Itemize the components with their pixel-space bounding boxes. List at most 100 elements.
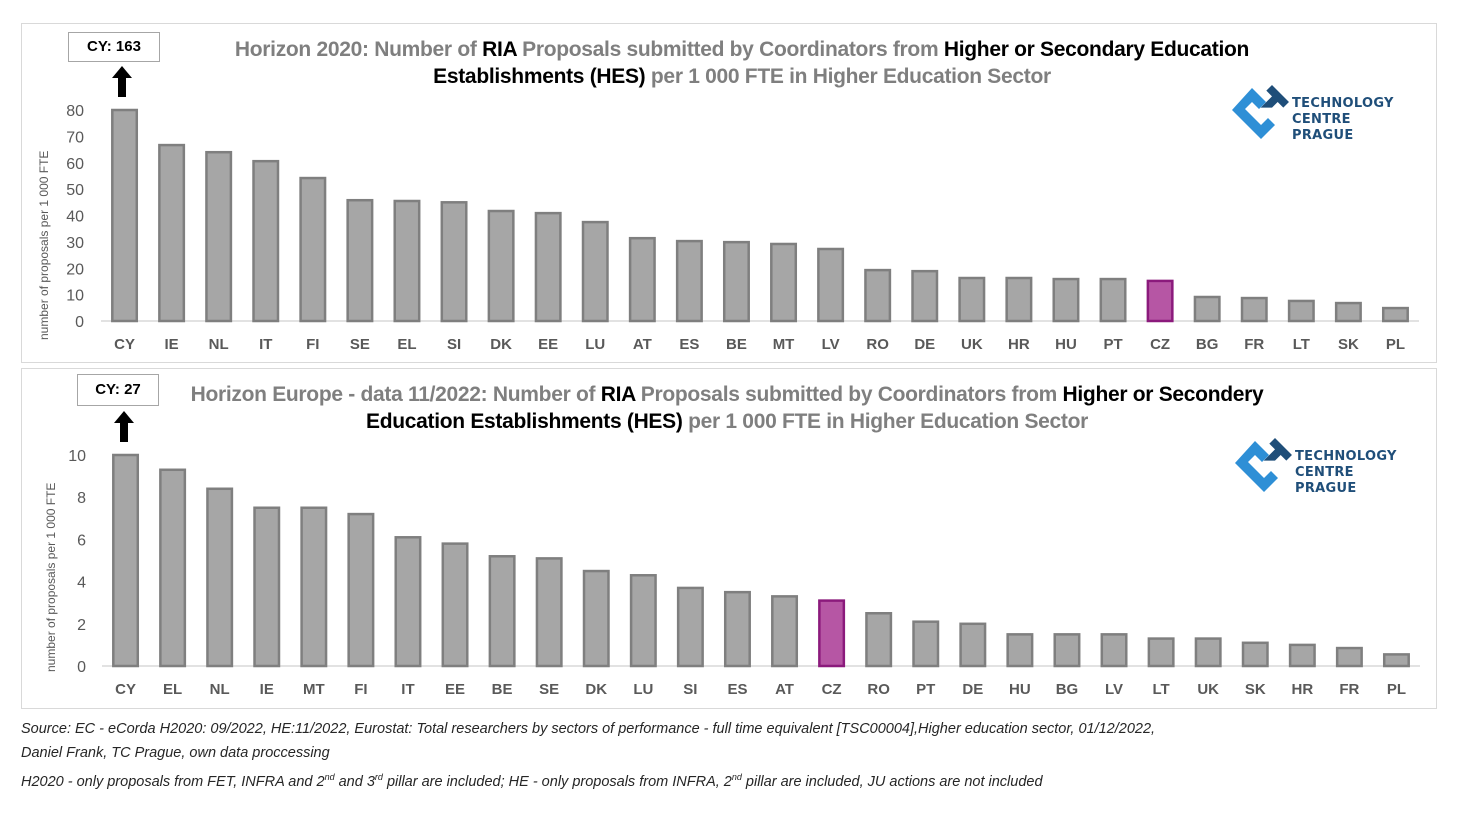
x-tick-label: HR	[1291, 681, 1313, 698]
ordinal-suffix: nd	[324, 772, 335, 782]
x-tick-label: IT	[259, 336, 272, 353]
x-tick-label: FI	[306, 336, 319, 353]
x-tick-label: AT	[775, 681, 794, 698]
bar-de	[959, 622, 987, 668]
x-tick-label: PL	[1386, 336, 1405, 353]
x-tick-label: LT	[1152, 681, 1169, 698]
source-note-line1: Source: EC - eCorda H2020: 09/2022, HE:1…	[21, 721, 1156, 737]
y-tick-label: 30	[66, 235, 84, 252]
bar-nl	[206, 487, 234, 668]
x-tick-label: SI	[683, 681, 697, 698]
bar-lu	[581, 220, 609, 323]
bar-si	[440, 201, 468, 323]
y-tick-label: 40	[66, 209, 84, 226]
bar-lt	[1287, 299, 1315, 323]
bar-bg	[1053, 633, 1081, 668]
scope-note-part: H2020 - only proposals from FET, INFRA a…	[21, 773, 325, 790]
x-tick-label: SI	[447, 336, 461, 353]
x-tick-label: BE	[492, 681, 513, 698]
up-arrow-icon	[114, 411, 134, 442]
bar-pt	[912, 620, 940, 668]
x-tick-label: FI	[354, 681, 367, 698]
bar-fr	[1240, 296, 1268, 323]
x-tick-label: MT	[773, 336, 795, 353]
y-tick-label: 10	[66, 288, 84, 305]
bar-ee	[534, 211, 562, 323]
x-tick-label: RO	[867, 681, 890, 698]
bar-dk	[487, 209, 515, 323]
y-tick-label: 0	[75, 314, 84, 331]
h2020-bar-chart: 0 10 20 30 40 50 60 70 80 CY IE NL IT FI SE EL SI DK EE LU A…	[66, 103, 1419, 353]
title-segment: Proposals submitted by Coordinators from	[635, 383, 1063, 406]
bar-cy	[112, 453, 140, 668]
y-tick-label: 60	[66, 156, 84, 173]
title-segment: Higher or Secondary Education	[943, 38, 1250, 61]
x-tick-label: HU	[1055, 336, 1077, 353]
bar-cz	[1146, 279, 1174, 323]
x-tick-label: DK	[490, 336, 512, 353]
bar-fi	[347, 512, 375, 668]
x-tick-label: EE	[445, 681, 465, 698]
bar-fr	[1335, 646, 1363, 668]
scope-note: H2020 - only proposals from FET, INFRA a…	[21, 772, 1043, 790]
x-tick-label: LT	[1293, 336, 1310, 353]
bar-dk	[582, 569, 610, 668]
x-tick-label: ES	[727, 681, 747, 698]
scope-note-part: pillar are included, JU actions are not …	[741, 773, 1043, 790]
logo-text-line1: TECHNOLOGY	[1292, 96, 1394, 111]
bar-es	[723, 590, 751, 668]
x-tick-label: DE	[962, 681, 983, 698]
title-segment: Proposals submitted by Coordinators from	[516, 38, 944, 61]
bar-ie	[158, 143, 186, 323]
bar-pl	[1382, 653, 1410, 668]
y-tick-label: 50	[66, 182, 84, 199]
y-tick-label: 2	[77, 617, 86, 634]
y-axis-label: number of proposals per 1 000 FTE	[44, 482, 58, 672]
scope-note-part: pillar are included; HE - only proposals…	[382, 773, 732, 790]
bar-cy	[111, 108, 139, 323]
x-tick-label: BG	[1196, 336, 1219, 353]
bar-uk	[1194, 637, 1222, 668]
x-tick-label: UK	[961, 336, 983, 353]
bar-nl	[205, 150, 233, 323]
bar-at	[628, 236, 656, 323]
title-segment: RIA	[482, 38, 517, 61]
bar-se	[346, 198, 374, 323]
bar-lv	[1100, 633, 1128, 668]
y-tick-label: 20	[66, 261, 84, 278]
up-arrow-icon	[112, 66, 132, 97]
title-segment: Horizon 2020: Number of	[234, 38, 483, 61]
x-tick-label: FR	[1244, 336, 1264, 353]
title-segment: Education Establishments (HES)	[365, 410, 683, 433]
bar-sk	[1334, 301, 1362, 323]
bar-hu	[1006, 633, 1034, 668]
bar-uk	[958, 276, 986, 323]
x-tick-label: EE	[538, 336, 558, 353]
bar-ie	[253, 506, 281, 668]
bar-pt	[1099, 277, 1127, 323]
x-tick-label: CY	[115, 681, 136, 698]
bar-de	[911, 269, 939, 323]
h2020-chart-panel: 0 10 20 30 40 50 60 70 80 CY IE NL IT FI SE EL SI DK EE LU A…	[21, 23, 1437, 363]
x-tick-label: FR	[1339, 681, 1359, 698]
bar-ro	[865, 612, 893, 668]
bar-mt	[770, 242, 798, 323]
tc-prague-logo: TECHNOLOGY CENTRE PRAGUE	[1235, 437, 1415, 497]
bar-ro	[864, 268, 892, 323]
x-tick-label: LV	[822, 336, 840, 353]
y-tick-label: 6	[77, 532, 86, 549]
x-tick-label: SE	[539, 681, 559, 698]
bar-hu	[1052, 277, 1080, 323]
source-note-line2: Daniel Frank, TC Prague, own data procce…	[21, 745, 330, 761]
bar-lt	[1147, 637, 1175, 668]
y-axis-label: number of proposals per 1 000 FTE	[37, 150, 51, 340]
x-tick-label: CZ	[1150, 336, 1170, 353]
x-tick-label: MT	[303, 681, 325, 698]
bar-lu	[629, 574, 657, 668]
bar-hr	[1288, 643, 1316, 668]
x-tick-label: PT	[916, 681, 935, 698]
x-tick-label: HR	[1008, 336, 1030, 353]
scope-note-part: and 3	[334, 773, 375, 790]
x-tick-label: SK	[1338, 336, 1359, 353]
x-tick-label: RO	[866, 336, 889, 353]
